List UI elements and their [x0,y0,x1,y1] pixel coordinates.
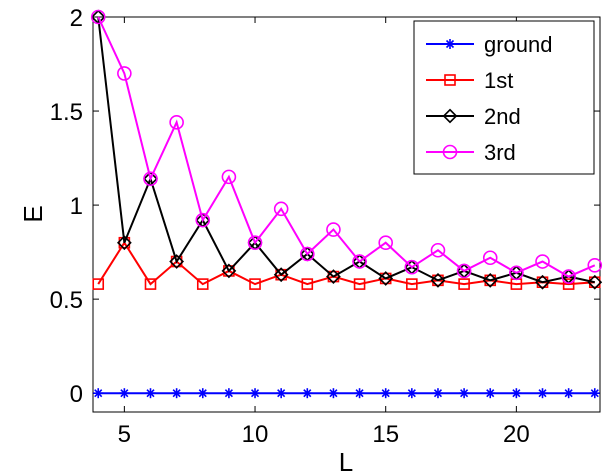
data-point-1st [406,278,418,290]
data-point-1st [327,270,340,283]
data-point-1st [301,278,314,290]
series-1st [92,236,601,290]
data-point-3rd [587,257,603,273]
data-point-3rd [221,169,237,185]
data-point-3rd [482,250,498,266]
data-point-3rd [143,171,158,187]
data-point-1st [562,278,575,290]
legend-marker-1st [444,74,456,86]
data-point-1st [196,278,209,290]
y-tick-label: 1 [70,193,83,220]
legend-marker-ground [445,39,455,49]
data-point-2nd [116,235,132,251]
data-point-3rd [535,254,550,269]
data-point-3rd [326,222,341,237]
data-point-1st [353,278,366,290]
data-point-ground [250,388,261,399]
data-point-ground [380,388,391,399]
data-point-3rd [456,263,472,279]
data-point-3rd [430,242,446,258]
data-point-3rd [561,269,576,284]
legend-label: ground [484,32,553,57]
data-point-1st [223,265,235,277]
legend-label: 2nd [484,104,521,129]
x-tick-label: 15 [372,421,399,448]
data-point-2nd [430,272,446,288]
data-point-1st [588,276,601,289]
data-point-ground [328,388,339,399]
data-point-3rd [169,115,184,130]
data-point-ground [145,388,156,399]
data-point-ground [302,388,313,399]
x-tick-label: 5 [118,421,131,448]
y-tick-label: 0 [70,381,83,408]
data-point-ground [485,388,496,399]
data-point-2nd [221,263,237,279]
data-point-3rd [195,212,211,228]
data-point-ground [171,388,182,399]
series-3rd [90,9,603,284]
legend-marker-2nd [442,108,458,124]
data-point-ground [589,388,600,399]
y-tick-label: 1.5 [50,99,83,126]
data-point-ground [197,388,208,399]
data-point-3rd [404,259,420,275]
data-point-3rd [247,235,263,251]
data-point-3rd [509,265,524,281]
data-point-ground [276,388,287,399]
data-point-2nd [273,267,289,283]
data-point-3rd [117,66,132,81]
y-axis-label: E [18,205,48,222]
data-point-ground [432,388,443,399]
data-point-3rd [90,9,106,25]
data-point-3rd [299,246,315,262]
data-point-1st [379,272,392,285]
legend-item-2nd: 2nd [426,104,521,129]
data-point-1st [458,278,470,290]
legend-marker-3rd [442,144,458,160]
y-tick-label: 2 [70,5,83,32]
legend-item-3rd: 3rd [426,140,516,165]
data-point-1st [170,255,183,268]
data-point-2nd [326,269,341,284]
x-axis-label: L [339,447,353,474]
data-point-2nd [169,254,185,269]
series-line-3rd [97,16,596,278]
data-point-ground [511,388,522,399]
data-point-1st [536,276,549,289]
data-point-ground [406,388,417,399]
data-point-2nd [482,272,498,288]
y-tick-label: 0.5 [50,287,83,314]
legend-item-ground: ground [426,32,553,57]
data-point-3rd [378,235,394,251]
data-point-ground [459,388,470,399]
data-point-1st [92,278,105,290]
data-point-ground [563,388,574,399]
x-tick-label: 20 [503,421,530,448]
data-point-ground [223,388,234,399]
data-point-1st [484,274,497,287]
series-ground [93,388,600,399]
data-point-2nd [378,271,394,286]
data-point-3rd [273,201,289,217]
data-point-3rd [352,254,367,269]
x-tick-label: 10 [242,421,269,448]
data-point-ground [537,388,548,399]
series-layer [90,9,603,399]
data-point-2nd [535,274,550,290]
data-point-ground [93,388,104,399]
legend-item-1st: 1st [426,68,513,93]
data-point-2nd [587,274,603,290]
legend-label: 1st [484,68,513,93]
data-point-1st [144,278,157,290]
legend: ground 1st 2nd 3rd [413,20,595,175]
data-point-1st [275,268,287,281]
data-point-1st [432,274,444,287]
data-point-ground [119,388,130,399]
data-point-1st [249,278,261,290]
legend-label: 3rd [484,140,516,165]
data-point-ground [354,388,365,399]
